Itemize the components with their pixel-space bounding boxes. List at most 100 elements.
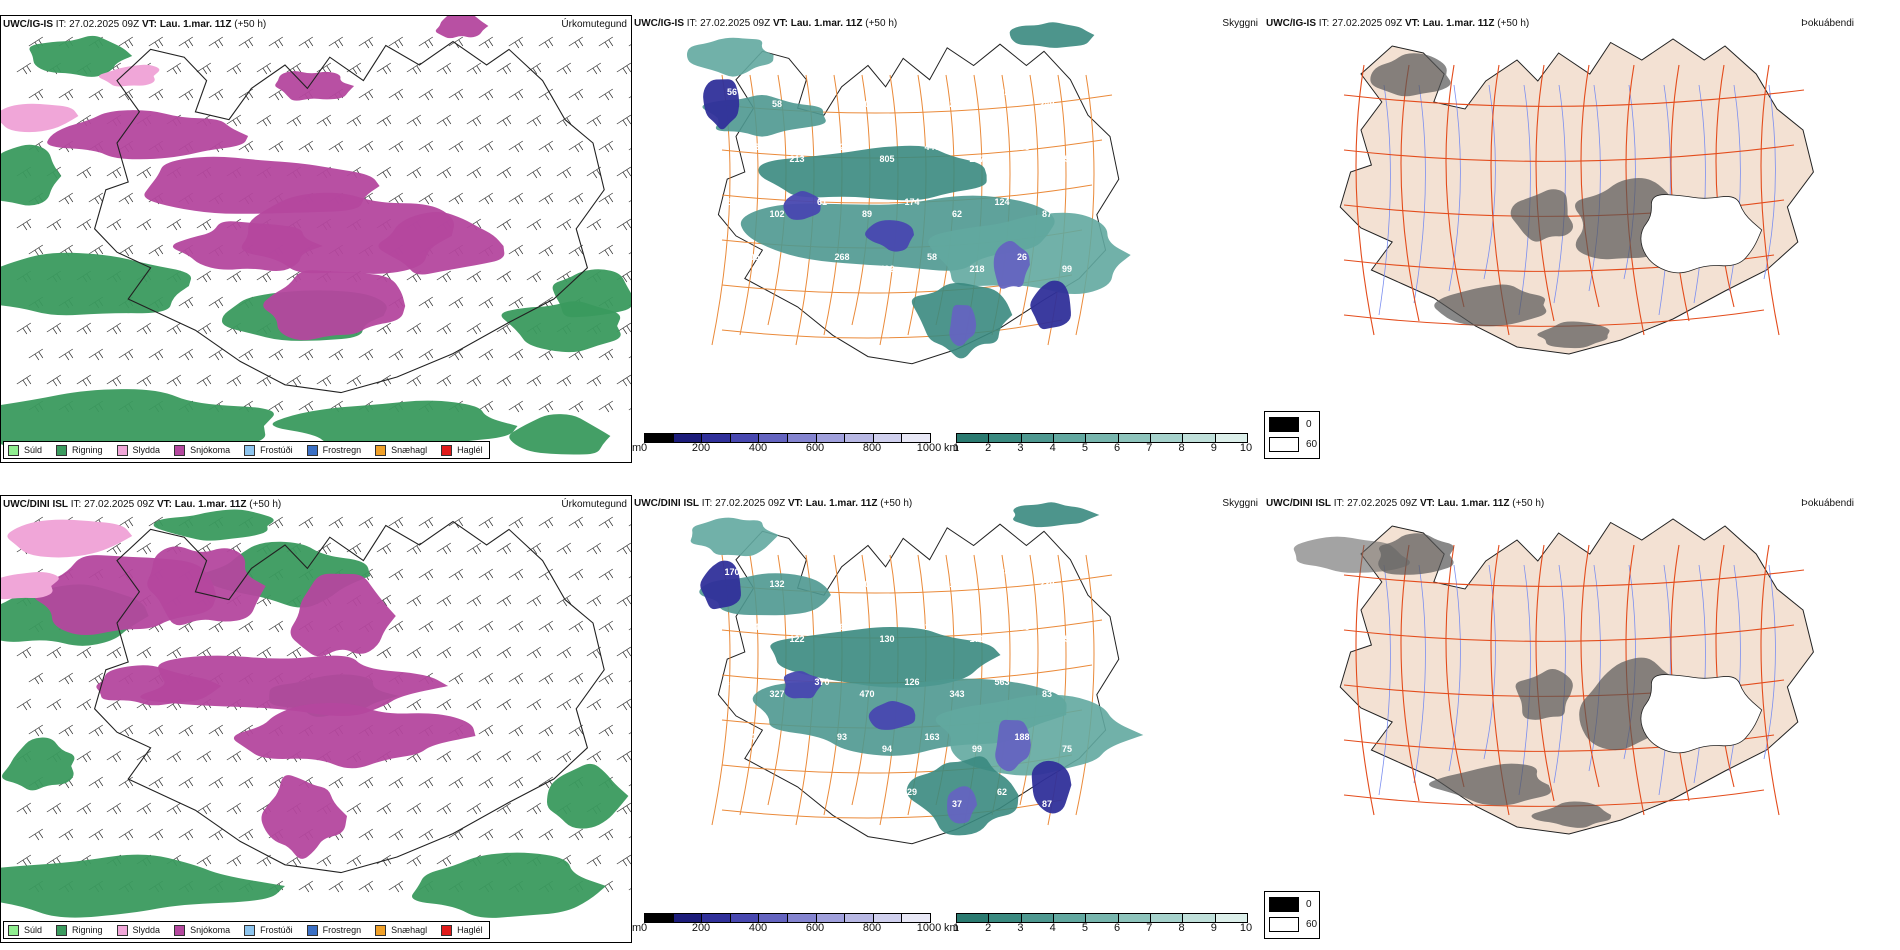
legend-swatch	[174, 924, 186, 936]
colorbar-segment	[673, 434, 703, 442]
precip-type-legend: Súld Rigning Slydda Snjókoma Frostúði Frostre…	[3, 441, 490, 459]
colorbar-tick: 9	[1210, 922, 1217, 934]
coastline	[93, 520, 605, 874]
precip-value-label: 75	[1062, 744, 1072, 754]
legend-item-slydda: Slydda	[116, 444, 160, 456]
legend-item-rigning: Rigning	[56, 924, 103, 936]
legend-item-haglél: Haglél	[441, 924, 483, 936]
precip-value-label: 192	[994, 87, 1009, 97]
precip-value-label: 102	[769, 209, 784, 219]
colorbar-segment	[759, 914, 788, 922]
legend-swatch	[8, 924, 19, 936]
legend-label: Rigning	[72, 925, 103, 935]
fog-legend-swatch	[1269, 917, 1299, 932]
colorbar-segment	[1086, 914, 1119, 922]
precip-value-label: 54	[792, 744, 802, 754]
precip-value-label: 128	[924, 622, 939, 632]
precip-value-label: 130	[879, 634, 894, 644]
precip-value-label: 470	[859, 689, 874, 699]
colorbar-tick: 3	[1017, 442, 1024, 454]
precip-value-label: 257	[969, 154, 984, 164]
colorbar-tick: 0	[640, 442, 648, 454]
legend-label: Slydda	[132, 925, 161, 935]
height-colorbar: m 0 200 400 600 800 1000	[632, 913, 941, 939]
legend-swatch	[375, 924, 387, 936]
colorbar-tick: 800	[862, 922, 882, 934]
precip-value-label: 170	[724, 567, 739, 577]
fog-legend-swatch	[1269, 437, 1299, 452]
legend-swatch	[8, 444, 19, 456]
visibility-colorbar: km 1 2 3 4 5 6 7 8 9 10	[944, 913, 1254, 939]
legend-item-súld: Súld	[8, 924, 42, 936]
legend-item-snæhagl: Snæhagl	[375, 444, 427, 456]
fog-panel-row2: UWC/DINI ISL IT: 27.02.2025 09Z VT: Lau.…	[1264, 495, 1900, 943]
colorbar-tick: 7	[1146, 922, 1153, 934]
precip-value-label: 126	[904, 677, 919, 687]
colorbar-segment	[1021, 914, 1054, 922]
colorbar-segment	[1215, 434, 1247, 442]
precip-value-label: 108	[859, 579, 874, 589]
precip-value-label: 62	[952, 209, 962, 219]
fog-legend-item: 60	[1269, 437, 1317, 452]
colorbar-segment	[1183, 434, 1216, 442]
colorbar-bar	[644, 913, 931, 923]
colorbar-tick: 200	[691, 922, 711, 934]
panel-title: UWC/DINI ISL IT: 27.02.2025 09Z VT: Lau.…	[3, 499, 282, 510]
colorbar-tick: 400	[748, 922, 768, 934]
colorbar-segment	[1118, 434, 1151, 442]
variable-title: Skyggni	[1222, 18, 1258, 29]
colorbar-tick: 1	[952, 442, 960, 454]
panel-title: UWC/DINI ISL IT: 27.02.2025 09Z VT: Lau.…	[1266, 498, 1545, 509]
precip-value-label: 99	[1062, 264, 1072, 274]
legend-label: Snjókoma	[190, 925, 231, 935]
colorbar-segment	[989, 434, 1022, 442]
colorbar-segment	[702, 434, 731, 442]
legend-swatch	[244, 924, 256, 936]
variable-title: Úrkomutegund	[561, 499, 627, 510]
precip-value-label: 343	[949, 689, 964, 699]
precip-value-label: 440	[924, 142, 939, 152]
precip-value-label: 114	[745, 622, 760, 632]
colorbar-segment	[902, 914, 930, 922]
precip-value-label: 64	[817, 87, 827, 97]
precip-value-label: 152	[949, 579, 964, 589]
precip-value-label: 171	[969, 634, 984, 644]
precip-value-label: 61	[817, 197, 827, 207]
precip-value-label: 71	[817, 787, 827, 797]
precip-type-panel-row2: UWC/DINI ISL IT: 27.02.2025 09Z VT: Lau.…	[0, 495, 632, 943]
fog-legend-item: 60	[1269, 917, 1317, 932]
land	[1339, 38, 1814, 355]
variable-title: Þokuábendi	[1801, 18, 1854, 29]
precip-value-label: 58	[772, 99, 782, 109]
colorbar-tick: 2	[985, 442, 992, 454]
legend-item-haglél: Haglél	[441, 444, 483, 456]
colorbar-segment	[1053, 914, 1087, 922]
colorbar-unit: m	[632, 922, 642, 934]
precip-type-legend: Súld Rigning Slydda Snjókoma Frostúði Frostre…	[3, 921, 490, 939]
colorbar-segment	[645, 434, 674, 442]
colorbar-segment	[957, 434, 990, 442]
precip-type-panel-row1: UWC/IG-IS IT: 27.02.2025 09Z VT: Lau. 1.…	[0, 15, 632, 463]
precip-value-label: 58	[927, 252, 937, 262]
precip-value-label: 87	[1042, 799, 1052, 809]
colorbar-bar	[956, 913, 1248, 923]
colorbar-tick: 5	[1081, 922, 1088, 934]
precip-value-label: 94	[882, 744, 892, 754]
colorbar-segment	[730, 914, 760, 922]
colorbar-tick: 6	[1114, 922, 1121, 934]
cloud-panel-row1: UWC/IG-IS IT: 27.02.2025 09Z VT: Lau. 1.…	[632, 15, 1264, 463]
colorbar-segment	[702, 914, 731, 922]
colorbar-segment	[645, 914, 674, 922]
legend-item-frostúði: Frostúði	[244, 924, 293, 936]
precip-value-label: 327	[769, 689, 784, 699]
precip-value-label: 237	[769, 799, 784, 809]
precip-value-label: 268	[1014, 142, 1029, 152]
precip-value-label: 105	[744, 252, 759, 262]
fog-legend-value: 0	[1306, 899, 1312, 910]
colorbar-tick: 2	[985, 922, 992, 934]
colorbar-segment	[1215, 914, 1247, 922]
precip-value-label: 89	[862, 209, 872, 219]
colorbar-tick: 4	[1049, 442, 1056, 454]
fog-map	[1293, 518, 1814, 835]
